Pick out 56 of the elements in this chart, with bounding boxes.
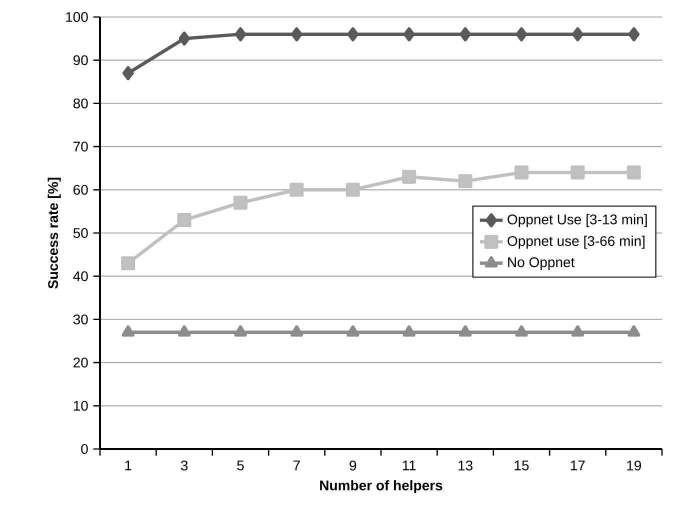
y-tick-label: 70	[74, 142, 88, 152]
point	[402, 325, 416, 337]
point	[514, 166, 528, 180]
x-tick-label: 1	[125, 460, 132, 470]
point	[572, 27, 584, 42]
point	[460, 27, 471, 42]
x-tick-label: 9	[350, 460, 356, 471]
y-tick-label: 10	[74, 400, 88, 411]
point	[177, 213, 192, 228]
x-axis-title: Number of helpers	[320, 480, 442, 494]
y-tick-label: 90	[73, 55, 88, 66]
point	[402, 170, 416, 184]
point	[290, 325, 303, 337]
point	[122, 325, 134, 337]
y-tick-label: 50	[73, 228, 88, 238]
point	[291, 27, 302, 42]
point	[458, 174, 472, 188]
point	[233, 196, 248, 210]
point	[121, 256, 136, 270]
y-tick-label: 40	[73, 271, 88, 282]
x-tick-label: 13	[458, 460, 472, 471]
y-tick-label: 80	[73, 98, 88, 108]
y-tick-label: 60	[74, 184, 88, 195]
x-tick-label: 3	[180, 460, 188, 471]
point	[122, 66, 134, 80]
point	[346, 182, 360, 197]
point	[628, 27, 640, 42]
point	[403, 27, 415, 42]
point	[570, 166, 585, 180]
point	[346, 325, 360, 337]
x-tick-label: 15	[514, 460, 529, 470]
point	[571, 325, 584, 337]
y-tick-label: 30	[73, 314, 88, 324]
point	[516, 27, 528, 42]
point	[234, 325, 247, 337]
point	[459, 325, 472, 337]
y-tick-label: 20	[74, 358, 88, 368]
x-tick-label: 5	[237, 460, 244, 470]
point	[628, 325, 640, 337]
x-tick-label: 17	[570, 460, 585, 470]
point	[347, 27, 359, 42]
y-axis-title: Success rate [%]	[48, 178, 61, 289]
point	[290, 182, 304, 197]
x-tick-label: 7	[294, 460, 300, 470]
y-tick-label: 0	[81, 444, 88, 454]
point	[234, 27, 246, 42]
point	[178, 325, 191, 337]
point	[626, 166, 641, 180]
point	[178, 32, 190, 46]
legend-label: Oppnet Use [3-13 min]	[508, 214, 647, 228]
y-tick-label: 100	[66, 12, 88, 22]
legend-label: Oppnet use [3-66 min]	[508, 236, 644, 249]
x-tick-label: 19	[627, 460, 641, 471]
x-tick-label: 11	[402, 460, 416, 470]
point	[515, 325, 528, 337]
legend-label: No Oppnet	[508, 257, 575, 270]
